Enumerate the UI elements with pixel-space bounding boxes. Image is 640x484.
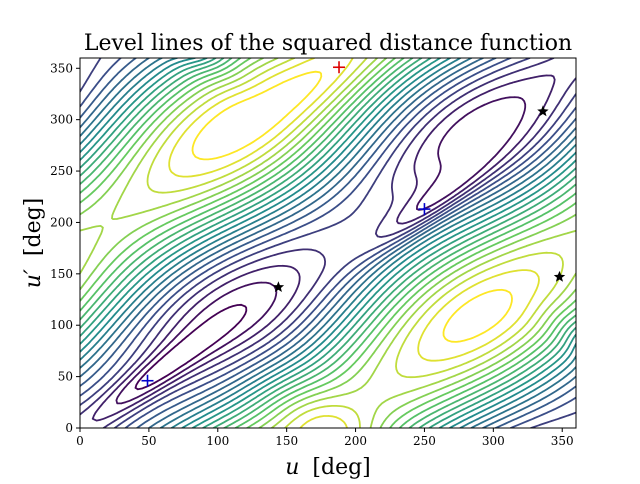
y-tick-label: 300 xyxy=(50,113,73,127)
y-axis-ticks: 0 50 100 150 200 250 300 350 xyxy=(50,61,80,435)
x-tick-label: 50 xyxy=(141,434,156,448)
contour-level-line xyxy=(146,58,564,428)
y-tick-label: 50 xyxy=(58,370,73,384)
x-tick-label: 250 xyxy=(413,434,436,448)
y-tick-label: 150 xyxy=(50,267,73,281)
contour-level-line xyxy=(80,58,576,428)
y-tick-label: 350 xyxy=(50,61,73,75)
x-axis-label: u [deg] xyxy=(285,455,371,480)
maximum-marker xyxy=(333,61,346,74)
contour-level-line xyxy=(80,58,576,428)
minimum-marker xyxy=(141,374,154,387)
svg-text:u [deg]: u [deg] xyxy=(285,455,371,480)
plot-frame xyxy=(79,57,577,429)
saddle-marker xyxy=(272,281,285,292)
contour-lines xyxy=(80,58,576,428)
contour-level-line xyxy=(134,303,248,391)
y-axis-unit: [deg] xyxy=(21,198,46,256)
x-tick-label: 300 xyxy=(482,434,505,448)
x-tick-label: 350 xyxy=(551,434,574,448)
y-axis-label: u′ [deg] xyxy=(21,198,46,289)
y-axis-variable: u′ xyxy=(21,269,46,288)
y-tick-label: 100 xyxy=(50,318,73,332)
saddle-marker xyxy=(553,270,566,282)
contour-level-line xyxy=(80,58,576,428)
x-tick-label: 100 xyxy=(206,434,229,448)
contour-level-line xyxy=(80,58,576,428)
svg-text:u′ [deg]: u′ [deg] xyxy=(21,198,46,289)
contour-level-line xyxy=(191,70,513,343)
y-tick-label: 200 xyxy=(50,215,73,229)
x-tick-label: 0 xyxy=(76,434,84,448)
y-tick-label: 250 xyxy=(50,164,73,178)
contour-level-line xyxy=(80,58,576,428)
contour-level-line xyxy=(80,58,576,428)
chart-title: Level lines of the squared distance func… xyxy=(84,31,572,56)
saddle-marker xyxy=(537,105,549,117)
x-tick-label: 200 xyxy=(344,434,367,448)
x-axis-ticks: 0 50 100 150 200 250 300 350 xyxy=(76,428,574,448)
contour-level-line xyxy=(91,74,556,422)
contour-level-line xyxy=(80,58,576,428)
contour-level-line xyxy=(80,58,576,428)
x-axis-unit: [deg] xyxy=(312,455,370,480)
x-axis-variable: u xyxy=(285,455,299,480)
critical-point-markers xyxy=(141,61,566,387)
contour-level-line xyxy=(80,58,576,428)
contour-level-line xyxy=(115,96,527,405)
x-tick-label: 150 xyxy=(275,434,298,448)
y-tick-label: 0 xyxy=(65,421,73,435)
minimum-marker xyxy=(418,203,431,216)
contour-level-line xyxy=(168,58,540,428)
